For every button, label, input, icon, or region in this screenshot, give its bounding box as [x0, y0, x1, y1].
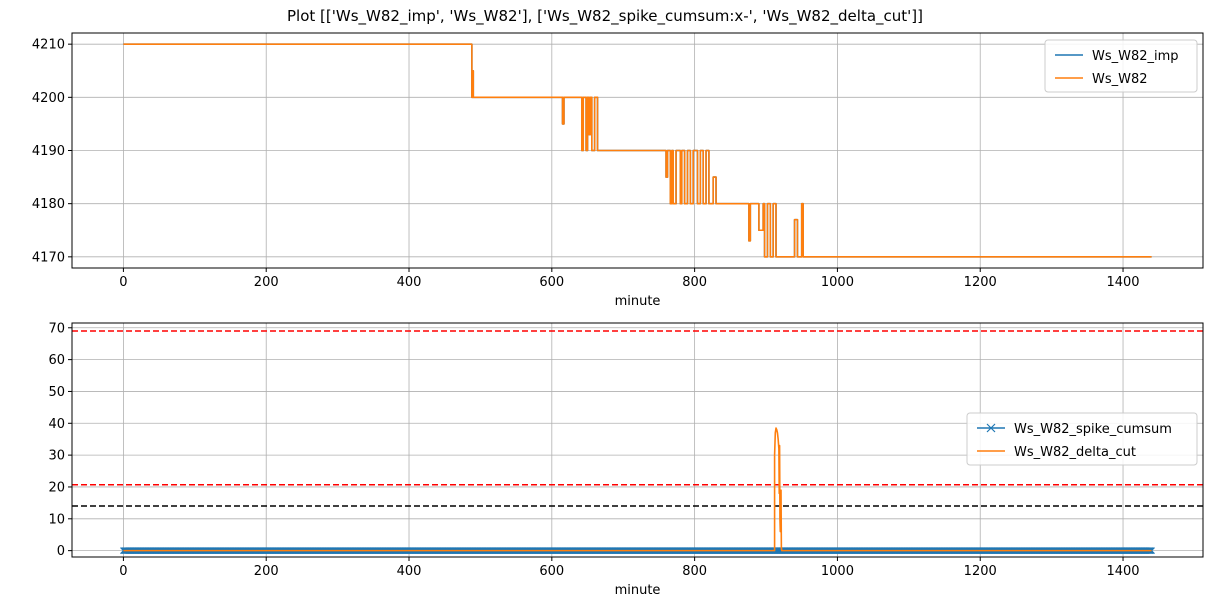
x-tick-label: 600 — [539, 275, 564, 290]
y-tick-label: 4170 — [32, 250, 65, 265]
x-tick-label: 800 — [682, 564, 707, 579]
y-tick-label: 4190 — [32, 144, 65, 159]
plot-frame — [71, 322, 1204, 558]
legend-box — [1044, 39, 1198, 93]
x-tick-label: 0 — [119, 275, 127, 290]
y-tick-label: 20 — [48, 480, 65, 495]
legend-marker — [986, 423, 996, 433]
series-line-1 — [123, 43, 1152, 258]
bottom-chart: 0 200 400 600 800 1000 1200 1400 0 10 20 30 40 50 60 70… — [48, 321, 1204, 598]
figure-title: Plot [['Ws_W82_imp', 'Ws_W82'], ['Ws_W82… — [287, 7, 923, 26]
x-axis-label: minute — [615, 583, 661, 598]
legend-label: Ws_W82_imp — [1092, 49, 1179, 64]
top-chart: 0 200 400 600 800 1000 1200 1400 4170 4180 4190 420… — [32, 32, 1204, 309]
x-tick-label: 600 — [539, 564, 564, 579]
y-tick-label: 4180 — [32, 197, 65, 212]
x-tick-label: 800 — [682, 275, 707, 290]
y-tick-label: 50 — [48, 385, 65, 400]
y-tick-label: 60 — [48, 353, 65, 368]
y-tick-label: 4200 — [32, 91, 65, 106]
x-tick-label: 400 — [397, 275, 422, 290]
x-tick-label: 1200 — [964, 564, 997, 579]
x-tick-label: 200 — [254, 564, 279, 579]
x-tick-label: 400 — [397, 564, 422, 579]
x-tick-label: 1400 — [1106, 564, 1139, 579]
x-tick-label: 1400 — [1106, 275, 1139, 290]
x-tick-label: 1000 — [821, 564, 854, 579]
x-tick-label: 1200 — [964, 275, 997, 290]
x-tick-label: 200 — [254, 275, 279, 290]
x-tick-label: 0 — [119, 564, 127, 579]
legend-label: Ws_W82_spike_cumsum — [1014, 422, 1172, 437]
x-axis-label: minute — [615, 294, 661, 309]
legend-label: Ws_W82 — [1092, 72, 1148, 87]
x-tick-label: 1000 — [821, 275, 854, 290]
y-tick-label: 30 — [48, 449, 65, 464]
y-tick-label: 40 — [48, 417, 65, 432]
legend-label: Ws_W82_delta_cut — [1014, 445, 1136, 460]
y-tick-label: 70 — [48, 321, 65, 336]
legend: Ws_W82_spike_cumsum Ws_W82_delta_cut — [966, 412, 1198, 466]
legend: Ws_W82_imp Ws_W82 — [1044, 39, 1198, 93]
y-tick-label: 0 — [57, 544, 65, 559]
series-line-1 — [123, 427, 1152, 552]
y-tick-label: 10 — [48, 512, 65, 527]
legend-box — [966, 412, 1198, 466]
y-tick-label: 4210 — [32, 38, 65, 53]
